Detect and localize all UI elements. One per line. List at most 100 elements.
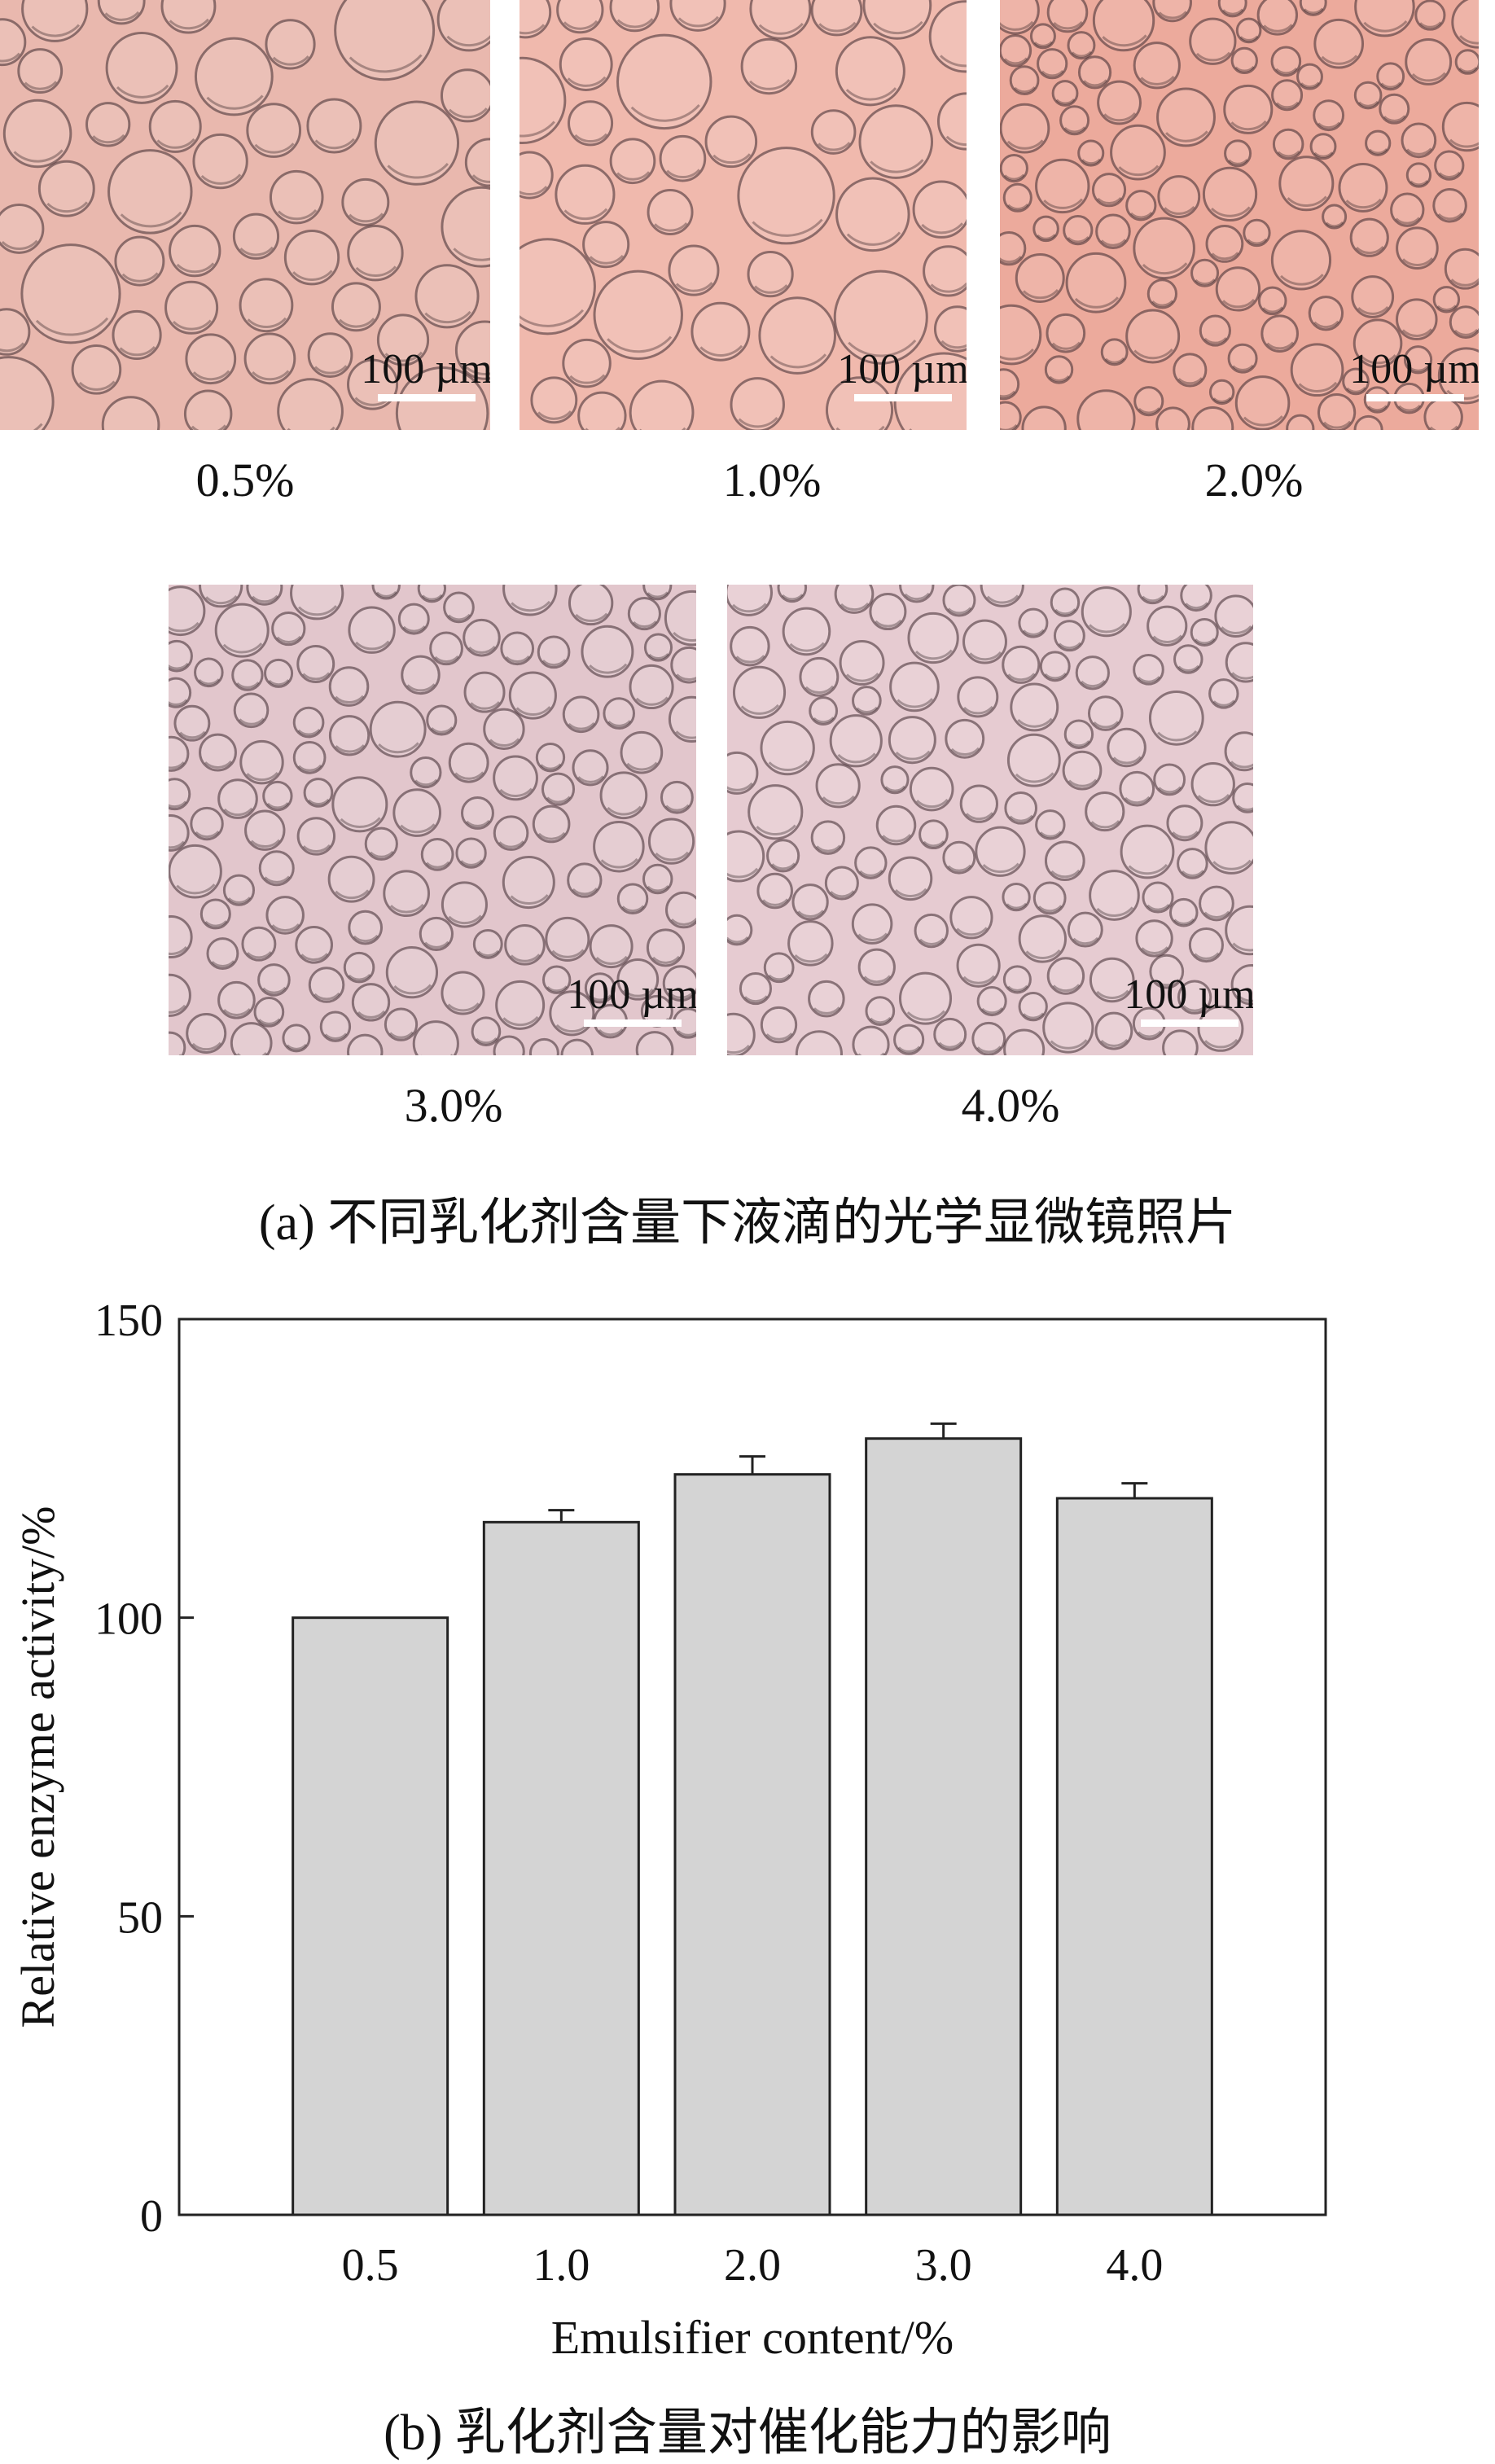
droplet [882,767,908,793]
droplet [1048,0,1087,32]
droplet [748,252,792,296]
droplet [1402,124,1436,157]
droplet [1097,215,1130,248]
droplet [260,852,293,885]
droplet [1175,646,1203,673]
droplet [1200,887,1234,920]
droplet [191,808,222,839]
droplet [1037,160,1089,212]
droplet [1323,205,1346,228]
droplet [1232,48,1256,72]
scale-bar-label: 100 µm [1124,971,1253,1018]
droplet [464,620,500,655]
droplet [1121,826,1173,878]
droplet [637,1033,673,1055]
droplet [920,821,948,848]
droplet [1200,316,1230,345]
droplet [333,778,387,831]
droplet [817,765,859,807]
droplet [1079,141,1103,165]
droplet [200,734,236,770]
droplet [836,37,904,105]
droplet [195,659,223,686]
bar [484,1522,638,2215]
droplet [366,828,397,859]
droplet [1046,842,1084,880]
droplet [590,926,632,967]
droplet [901,973,951,1024]
droplet [889,857,931,899]
droplet [1102,340,1127,365]
droplet [958,677,997,717]
droplet [630,665,673,708]
droplet [449,743,488,782]
droplet [1135,388,1163,415]
droplet [1019,916,1065,962]
scale-bar [1141,1019,1239,1027]
droplet [394,790,441,836]
droplet [185,391,230,430]
droplet [264,782,292,809]
droplet [169,678,191,707]
droplet [445,593,474,622]
droplet [629,598,660,629]
droplet [749,786,802,839]
scale-bar-label: 100 µm [361,346,490,392]
droplet [889,717,935,763]
droplet [1298,64,1322,89]
y-tick-label: 0 [140,2191,163,2242]
droplet [1127,310,1179,362]
droplet [278,379,343,430]
droplet [1019,993,1046,1019]
droplet [739,148,834,243]
droplet [1051,589,1078,616]
scale-bar-label: 100 µm [567,971,696,1018]
droplet [935,307,967,351]
bar [293,1618,448,2215]
scale-bar [854,394,952,401]
droplet [169,641,191,671]
droplet [649,819,693,863]
droplet [1082,588,1130,636]
droplet [800,658,838,695]
droplet [332,283,379,331]
droplet [1046,357,1072,383]
x-tick-label: 3.0 [915,2240,972,2291]
droplet [1210,380,1233,403]
droplet [309,334,352,377]
droplet [414,1022,458,1055]
droplet [442,883,486,927]
droplet [1137,921,1172,956]
droplet [1225,733,1253,770]
droplet [216,604,268,656]
droplet [1217,268,1259,310]
droplet [474,930,502,958]
droplet [1203,168,1256,220]
droplet [672,647,696,682]
droplet [877,806,915,844]
droplet [1019,609,1047,637]
droplet [370,702,425,756]
droplet [1037,811,1064,839]
droplet [387,948,436,997]
droplet [248,104,300,157]
droplet [494,817,528,850]
droplet [1262,316,1298,352]
droplet [39,161,94,216]
droplet [831,716,881,766]
droplet [1004,184,1031,211]
droplet [1425,399,1462,430]
droplet [1063,752,1101,789]
droplet [731,379,783,430]
droplet [579,392,625,430]
droplet [648,190,692,234]
droplet [944,585,975,616]
scale-bar [584,1019,682,1027]
droplet [860,106,932,178]
droplet [909,613,958,662]
droplet [853,687,881,715]
droplet [1378,64,1404,90]
x-tick-label: 4.0 [1106,2240,1163,2291]
droplet [422,839,453,870]
droplet [809,981,844,1016]
